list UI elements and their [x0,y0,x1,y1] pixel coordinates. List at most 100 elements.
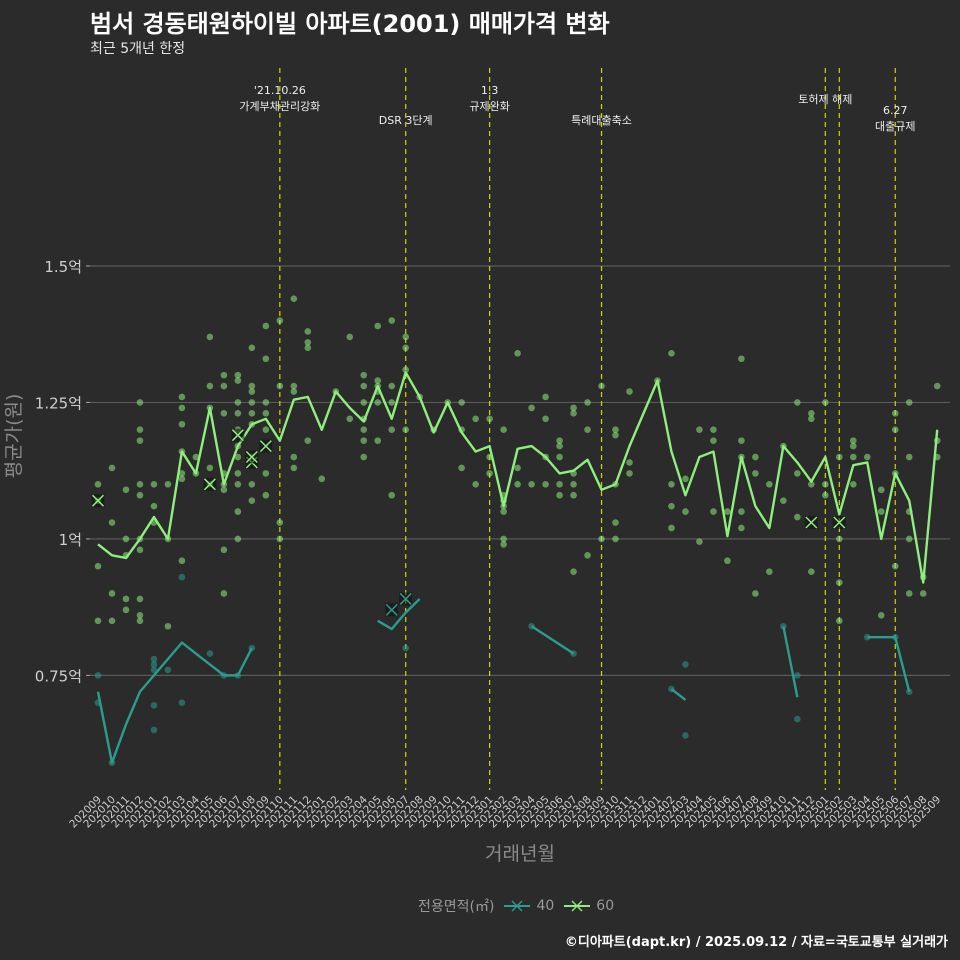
point-60 [304,344,312,352]
point-60 [136,426,144,434]
point-60 [248,344,256,352]
point-60 [905,399,913,406]
point-60 [388,491,396,499]
point-60 [808,415,815,423]
point-60 [472,481,479,488]
point-60 [556,481,563,488]
point-60 [794,470,801,477]
cross-marker-60 [203,478,216,491]
point-60 [808,410,815,417]
point-60 [891,562,899,570]
point-60 [472,415,479,423]
point-60 [234,399,242,406]
x-tick-labels: 2020092020102020112020122021012021022021… [67,793,943,830]
point-60 [738,437,745,444]
cross-marker-60 [833,516,846,529]
point-60 [164,481,172,488]
point-40 [682,732,689,739]
point-40 [402,644,410,652]
event-label-date: '21.10.26 [254,84,306,97]
point-40 [178,573,186,581]
legend-item-60: 60 [564,896,614,916]
y-axis-label: 평균가(원) [3,394,25,479]
point-60 [234,470,242,477]
series-line-40 [377,598,421,631]
point-60 [248,388,256,395]
legend-label-40: 40 [536,898,555,914]
point-40 [94,672,102,679]
point-60 [304,339,312,346]
point-60 [262,426,270,434]
x-axis-label: 거래년월 [485,843,555,865]
point-60 [234,535,242,543]
point-60 [710,508,717,515]
cross-marker-60 [91,494,105,507]
point-60 [94,481,102,488]
point-60 [500,535,507,543]
point-60 [178,404,186,412]
point-60 [738,508,745,515]
point-60 [220,486,228,494]
point-60 [164,622,172,630]
point-60 [808,568,815,575]
point-60 [668,350,675,357]
point-60 [836,579,843,586]
event-label: 규제완화 [469,100,509,113]
point-60 [556,491,563,499]
point-60 [584,551,591,559]
point-60 [528,404,535,412]
event-label: 토허제 해제 [798,92,852,106]
point-60 [234,377,242,384]
cross-marker-60 [231,429,244,442]
point-60 [136,481,144,488]
point-60 [556,453,563,461]
series-line-40 [782,626,799,698]
cross-marker-60 [805,516,818,529]
series-line-40 [670,688,687,701]
point-60 [724,557,731,565]
point-60 [234,481,242,488]
point-60 [234,371,242,379]
point-60 [626,459,633,466]
point-60 [108,519,116,526]
point-60 [220,382,228,390]
point-60 [122,595,130,603]
series-line-60 [97,371,939,584]
point-60 [108,590,116,597]
point-60 [192,453,200,461]
chart-title: 범서 경동태원하이빌 아파트(2001) 매매가격 변화 [90,10,610,38]
point-60 [570,404,577,412]
point-40 [178,699,186,706]
point-60 [626,388,633,395]
point-60 [276,535,284,543]
point-60 [346,415,354,423]
event-label-date: 1.3 [481,84,499,97]
event-label: 가계부채관리강화 [239,100,320,113]
point-60 [262,322,270,330]
point-60 [178,393,186,401]
point-60 [556,437,563,444]
point-60 [905,453,913,461]
point-60 [514,464,521,472]
point-60 [905,590,913,597]
legend-swatch-60 [564,896,591,916]
point-60 [290,295,298,303]
point-60 [388,317,396,324]
point-60 [122,535,130,543]
point-60 [863,453,871,461]
point-60 [136,595,144,603]
point-60 [248,481,256,488]
point-60 [108,617,116,625]
point-60 [136,617,144,625]
point-60 [458,399,465,406]
point-60 [150,502,158,510]
point-60 [528,481,535,488]
point-60 [374,399,382,406]
point-60 [696,426,703,434]
point-60 [136,399,144,406]
legend-item-40: 40 [504,896,554,916]
point-60 [360,382,368,390]
point-40 [682,661,689,668]
point-60 [849,481,857,488]
